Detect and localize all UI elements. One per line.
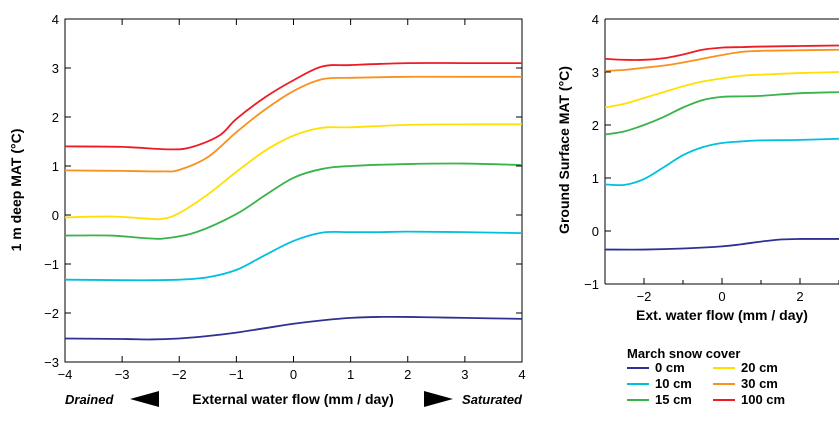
legend-label: 0 cm — [655, 360, 685, 375]
legend-entries: 0 cm 20 cm 10 cm 30 cm 15 cm 100 cm — [627, 360, 785, 407]
left-y-ticks: −3 −2 −1 0 1 2 3 4 — [44, 12, 522, 370]
left-series-line-100cm — [64, 62, 522, 151]
right-chart: −2 0 2 −1 0 1 2 3 4 Ground Surface MAT (°C) Ext… — [556, 12, 839, 323]
left-plot-frame — [64, 18, 523, 363]
legend-label: 100 cm — [741, 392, 785, 407]
left-x-tick-label: 0 — [290, 367, 297, 382]
left-y-tick-label: 0 — [52, 208, 59, 223]
legend-label: 20 cm — [741, 360, 778, 375]
left-x-tick-label: 4 — [518, 367, 525, 382]
left-series-line-20cm — [64, 123, 523, 221]
right-x-tick-label: −2 — [637, 289, 652, 304]
left-y-tick-label: 4 — [52, 12, 59, 27]
left-series-line-10cm — [64, 230, 523, 282]
left-x-axis-title: External water flow (mm / day) — [192, 391, 394, 407]
left-y-tick-label: 3 — [52, 61, 59, 76]
left-x-tick-label: −2 — [172, 367, 187, 382]
legend-item: 0 cm — [627, 360, 685, 375]
right-x-tick-label: 2 — [796, 289, 803, 304]
legend: March snow cover 0 cm 20 cm 10 cm 30 cm 15 c… — [627, 346, 785, 407]
legend-item: 20 cm — [713, 360, 778, 375]
left-x-tick-label: −1 — [229, 367, 244, 382]
right-series-line-10cm — [605, 137, 839, 187]
drained-label: Drained — [65, 392, 114, 407]
legend-item: 100 cm — [713, 392, 785, 407]
right-y-tick-label: 4 — [592, 12, 599, 27]
left-y-axis-title: 1 m deep MAT (°C) — [8, 129, 24, 252]
left-series-line-15cm — [64, 162, 523, 240]
right-series-group — [605, 44, 839, 251]
left-y-tick-label: 1 — [52, 159, 59, 174]
left-x-ticks: −4 −3 −2 −1 0 1 2 3 4 — [58, 19, 526, 382]
right-series-line-0cm — [605, 238, 839, 251]
left-series-line-0cm — [64, 315, 523, 341]
legend-item: 30 cm — [713, 376, 778, 391]
left-x-tick-label: 2 — [404, 367, 411, 382]
arrow-left-icon — [130, 391, 159, 407]
left-series-group — [64, 62, 523, 341]
right-series-line-30cm — [605, 48, 839, 72]
right-x-axis-title: Ext. water flow (mm / day) — [636, 307, 808, 323]
arrow-right-icon — [424, 391, 453, 407]
left-x-tick-label: −3 — [115, 367, 130, 382]
right-series-line-100cm — [605, 44, 839, 61]
right-y-tick-label: 2 — [592, 118, 599, 133]
right-y-tick-label: 1 — [592, 171, 599, 186]
left-y-tick-label: −2 — [44, 306, 59, 321]
left-y-tick-label: −1 — [44, 257, 59, 272]
legend-label: 30 cm — [741, 376, 778, 391]
legend-item: 10 cm — [627, 376, 692, 391]
left-x-tick-label: 3 — [461, 367, 468, 382]
left-x-tick-label: 1 — [347, 367, 354, 382]
legend-label: 10 cm — [655, 376, 692, 391]
legend-label: 15 cm — [655, 392, 692, 407]
legend-item: 15 cm — [627, 392, 692, 407]
left-x-tick-label: −4 — [58, 367, 73, 382]
right-y-axis-title: Ground Surface MAT (°C) — [556, 66, 572, 234]
right-y-ticks: −1 0 1 2 3 4 — [584, 12, 611, 292]
right-y-tick-label: 3 — [592, 65, 599, 80]
saturated-label: Saturated — [462, 392, 523, 407]
legend-title: March snow cover — [627, 346, 740, 361]
right-y-tick-label: 0 — [592, 224, 599, 239]
right-x-ticks: −2 0 2 — [604, 278, 839, 304]
right-x-tick-label: 0 — [718, 289, 725, 304]
right-y-tick-label: −1 — [584, 277, 599, 292]
right-series-line-15cm — [605, 91, 839, 136]
left-y-tick-label: 2 — [52, 110, 59, 125]
left-series-line-30cm — [64, 75, 522, 173]
right-series-line-20cm — [605, 71, 839, 109]
left-y-tick-label: −3 — [44, 355, 59, 370]
